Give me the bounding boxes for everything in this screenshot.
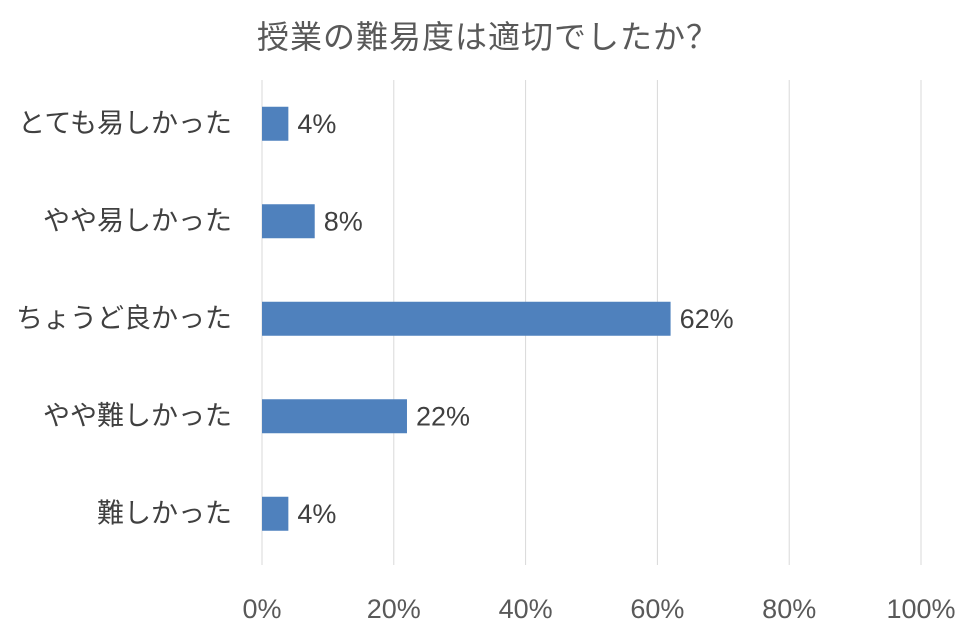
chart-title: 授業の難易度は適切でしたか？ [256,18,719,56]
category-label: 難しかった [97,498,232,529]
data-label: 62% [680,304,734,334]
data-label: 8% [324,206,363,236]
bar [262,496,289,531]
category-label: やや難しかった [43,401,232,432]
data-label: 4% [297,499,336,529]
data-labels: 4% 8% 62% 22% 4% [297,109,733,529]
category-label: やや易しかった [43,206,232,237]
x-tick-label: 20% [367,594,421,624]
category-label: とても易しかった [18,108,232,139]
x-tick-label: 0% [242,594,281,624]
data-label: 4% [297,109,336,139]
category-label: ちょうど良かった [16,303,232,334]
bar [262,301,671,336]
bar [262,106,289,141]
x-tick-label: 60% [630,594,684,624]
bars [262,106,671,531]
x-tick-label: 100% [886,594,955,624]
x-tick-label: 80% [762,594,816,624]
x-tick-label: 40% [499,594,553,624]
data-label: 22% [416,401,470,431]
bar [262,399,407,434]
bar [262,204,315,239]
x-tick-labels: 0% 20% 40% 60% 80% 100% [242,594,955,624]
